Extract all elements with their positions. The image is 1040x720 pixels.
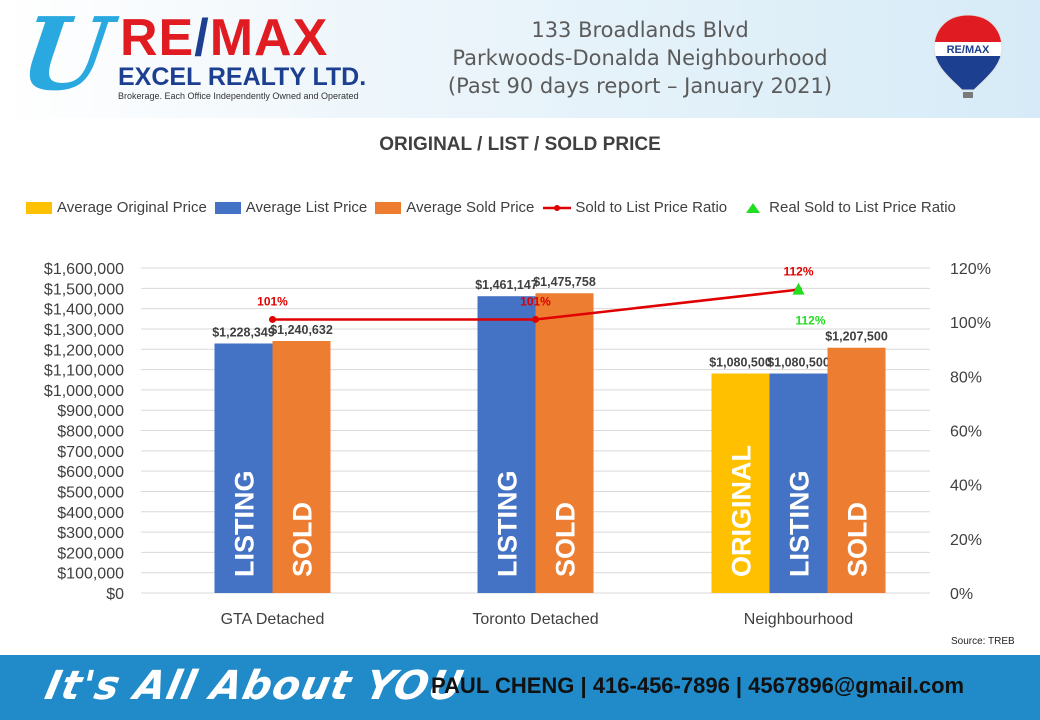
legend-list-label: Average List Price: [245, 199, 368, 216]
bar-sold: [535, 293, 594, 593]
company-name: EXCEL REALTY LTD.: [118, 63, 367, 91]
logo-max: MAX: [209, 9, 329, 67]
company-tagline: Brokerage. Each Office Independently Own…: [118, 91, 359, 101]
bar-text-sold: SOLD: [843, 502, 873, 577]
y-right-tick-label: 100%: [950, 315, 991, 332]
bar-text-sold: SOLD: [551, 502, 581, 577]
y-right-tick-label: 40%: [950, 478, 982, 495]
bar-text-original: ORIGINAL: [727, 445, 757, 577]
chart-legend: Average Original Price Average List Pric…: [26, 199, 964, 216]
x-tick-label: GTA Detached: [221, 611, 325, 628]
ratio-point: [269, 315, 276, 323]
bar-text-list: LISTING: [785, 471, 815, 578]
chart-title: ORIGINAL / LIST / SOLD PRICE: [379, 134, 661, 155]
legend-list: Average List Price: [214, 199, 368, 216]
report-neighbourhood: Parkwoods-Donalda Neighbourhood: [452, 46, 828, 70]
y-left-tick-label: $600,000: [57, 464, 124, 481]
data-label-list: $1,080,500: [767, 356, 830, 370]
y-right-tick-label: 80%: [950, 369, 982, 386]
bar-text-list: LISTING: [493, 471, 523, 578]
ratio-point: [532, 315, 539, 323]
y-left-tick-label: $900,000: [57, 403, 124, 420]
bar-list: [214, 343, 273, 593]
bar-text-sold: SOLD: [288, 502, 318, 577]
bar-list: [769, 373, 828, 593]
y-left-tick-label: $1,000,000: [44, 383, 124, 400]
legend-real-ratio-label: Real Sold to List Price Ratio: [769, 199, 956, 216]
bar-sold: [272, 340, 331, 593]
footer-banner: It's All About YOU PAUL CHENG | 416-456-…: [0, 655, 1040, 720]
y-right-tick-label: 20%: [950, 532, 982, 549]
report-title: 133 Broadlands Blvd Parkwoods-Donalda Ne…: [390, 16, 890, 100]
data-label-list: $1,461,147: [475, 278, 538, 292]
bar-original: [711, 373, 770, 593]
y-left-tick-label: $1,600,000: [44, 261, 124, 278]
legend-ratio-label: Sold to List Price Ratio: [575, 199, 728, 216]
y-left-tick-label: $1,100,000: [44, 363, 124, 380]
header-banner: U RE/MAX EXCEL REALTY LTD. Brokerage. Ea…: [0, 0, 1040, 118]
y-left-tick-label: $700,000: [57, 444, 124, 461]
y-left-tick-label: $1,300,000: [44, 322, 124, 339]
legend-list-swatch: [214, 201, 241, 214]
ratio-label: 101%: [257, 294, 288, 308]
logo-slash: /: [194, 9, 210, 67]
remax-logo-text: RE/MAX: [120, 12, 328, 64]
legend-ratio: Sold to List Price Ratio: [542, 199, 727, 216]
y-right-tick-label: 0%: [950, 586, 973, 603]
data-label-list: $1,228,349: [212, 325, 275, 339]
legend-sold-label: Average Sold Price: [406, 199, 535, 216]
bar-list: [477, 296, 536, 593]
bar-text-list: LISTING: [230, 471, 260, 578]
legend-triangle-icon: [746, 202, 761, 213]
legend-ratio-line-icon: [543, 204, 572, 211]
report-address: 133 Broadlands Blvd: [531, 18, 749, 42]
y-left-tick-label: $300,000: [57, 525, 124, 542]
real-ratio-label: 112%: [795, 314, 825, 328]
legend-real-ratio: Real Sold to List Price Ratio: [745, 199, 956, 216]
y-left-tick-label: $1,400,000: [44, 302, 124, 319]
ratio-label: 112%: [783, 265, 813, 279]
logo-re: RE: [120, 9, 195, 67]
legend-sold: Average Sold Price: [375, 199, 534, 216]
x-tick-label: Neighbourhood: [744, 611, 853, 628]
real-ratio-marker: [792, 282, 805, 295]
data-label-original: $1,080,500: [709, 356, 772, 370]
y-right-tick-label: 120%: [950, 261, 991, 278]
data-label-sold: $1,475,758: [533, 275, 596, 289]
report-period: (Past 90 days report – January 2021): [447, 74, 833, 98]
y-left-tick-label: $1,500,000: [44, 281, 124, 298]
source-note: Source: TREB: [951, 636, 1015, 647]
x-tick-label: Toronto Detached: [472, 611, 598, 628]
data-label-sold: $1,207,500: [825, 330, 888, 344]
legend-original: Average Original Price: [26, 199, 207, 216]
legend-sold-swatch: [375, 201, 402, 214]
y-left-tick-label: $400,000: [57, 505, 124, 522]
y-left-tick-label: $0: [106, 586, 124, 603]
slogan: It's All About YOU: [41, 663, 468, 709]
y-left-tick-label: $1,200,000: [44, 342, 124, 359]
data-label-sold: $1,240,632: [270, 323, 333, 337]
y-right-tick-label: 60%: [950, 424, 982, 441]
y-left-tick-label: $500,000: [57, 484, 124, 501]
legend-original-label: Average Original Price: [57, 199, 207, 216]
legend-original-swatch: [26, 201, 52, 214]
remax-balloon-icon: RE/MAX: [933, 14, 1003, 98]
ratio-label: 101%: [520, 294, 551, 308]
balloon-label: RE/MAX: [947, 44, 990, 56]
y-left-tick-label: $100,000: [57, 566, 124, 583]
y-left-tick-label: $800,000: [57, 424, 124, 441]
y-left-tick-label: $200,000: [57, 545, 124, 562]
price-chart: $0 $100,000 $200,000 $300,000 $400,000 $500,0…: [44, 261, 991, 628]
bar-sold: [827, 347, 886, 593]
agent-contact: PAUL CHENG | 416-456-7896 | 4567896@gmai…: [431, 673, 965, 698]
